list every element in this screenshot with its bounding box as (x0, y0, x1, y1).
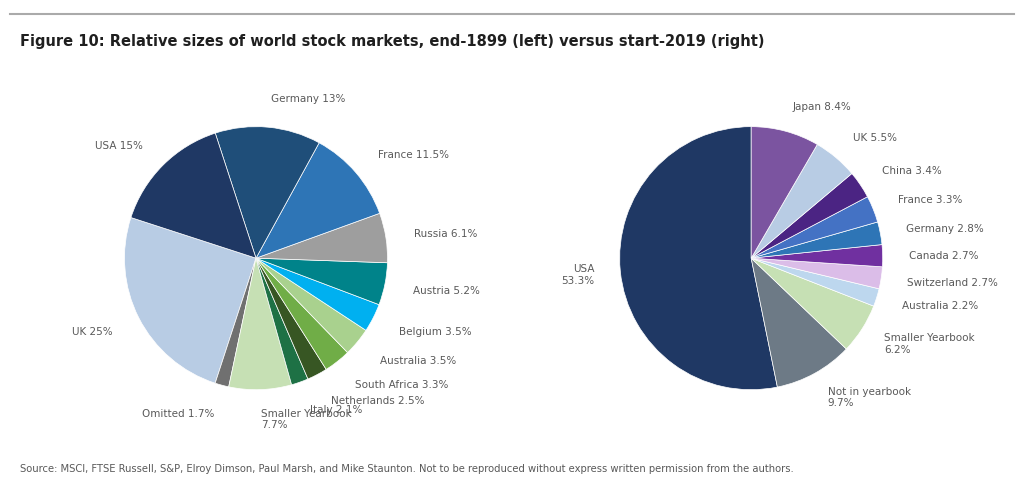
Text: Belgium 3.5%: Belgium 3.5% (399, 326, 472, 336)
Text: South Africa 3.3%: South Africa 3.3% (355, 380, 449, 389)
Wedge shape (256, 259, 347, 369)
Wedge shape (256, 259, 327, 379)
Wedge shape (752, 197, 878, 259)
Wedge shape (215, 127, 319, 259)
Text: USA 15%: USA 15% (94, 141, 142, 150)
Wedge shape (228, 259, 292, 390)
Text: Italy 2.1%: Italy 2.1% (309, 405, 361, 415)
Wedge shape (256, 143, 380, 259)
Wedge shape (752, 259, 873, 349)
Wedge shape (256, 259, 308, 385)
Wedge shape (752, 223, 882, 259)
Wedge shape (752, 259, 883, 289)
Text: France 3.3%: France 3.3% (898, 195, 962, 205)
Wedge shape (620, 127, 777, 390)
Text: Figure 10: Relative sizes of world stock markets, end-1899 (left) versus start-2: Figure 10: Relative sizes of world stock… (20, 34, 765, 49)
Text: Smaller Yearbook
6.2%: Smaller Yearbook 6.2% (885, 332, 975, 354)
Wedge shape (215, 259, 256, 387)
Text: France 11.5%: France 11.5% (378, 149, 449, 160)
Text: Japan 8.4%: Japan 8.4% (793, 102, 851, 112)
Wedge shape (256, 259, 379, 331)
Text: Netherlands 2.5%: Netherlands 2.5% (331, 395, 424, 406)
Text: Not in yearbook
9.7%: Not in yearbook 9.7% (827, 386, 910, 407)
Wedge shape (752, 245, 883, 267)
Text: Switzerland 2.7%: Switzerland 2.7% (907, 277, 998, 287)
Wedge shape (752, 259, 847, 387)
Text: Russia 6.1%: Russia 6.1% (415, 229, 478, 239)
Text: Canada 2.7%: Canada 2.7% (909, 251, 979, 261)
Text: USA
53.3%: USA 53.3% (561, 264, 594, 285)
Text: China 3.4%: China 3.4% (882, 166, 942, 176)
Text: UK 25%: UK 25% (73, 326, 113, 336)
Text: Germany 13%: Germany 13% (271, 94, 345, 104)
Wedge shape (256, 259, 387, 305)
Text: Australia 2.2%: Australia 2.2% (902, 301, 978, 311)
Text: Smaller Yearbook
7.7%: Smaller Yearbook 7.7% (261, 408, 352, 429)
Wedge shape (752, 145, 852, 259)
Text: UK 5.5%: UK 5.5% (853, 133, 897, 143)
Wedge shape (752, 127, 817, 259)
Text: Germany 2.8%: Germany 2.8% (906, 224, 984, 234)
Wedge shape (256, 214, 387, 263)
Wedge shape (752, 174, 867, 259)
Wedge shape (256, 259, 366, 353)
Text: Source: MSCI, FTSE Russell, S&P, Elroy Dimson, Paul Marsh, and Mike Staunton. No: Source: MSCI, FTSE Russell, S&P, Elroy D… (20, 464, 795, 473)
Wedge shape (752, 259, 879, 306)
Text: Austria 5.2%: Austria 5.2% (414, 285, 480, 295)
Text: Omitted 1.7%: Omitted 1.7% (142, 408, 214, 418)
Text: Australia 3.5%: Australia 3.5% (380, 356, 456, 366)
Wedge shape (131, 134, 256, 259)
Wedge shape (125, 218, 256, 384)
